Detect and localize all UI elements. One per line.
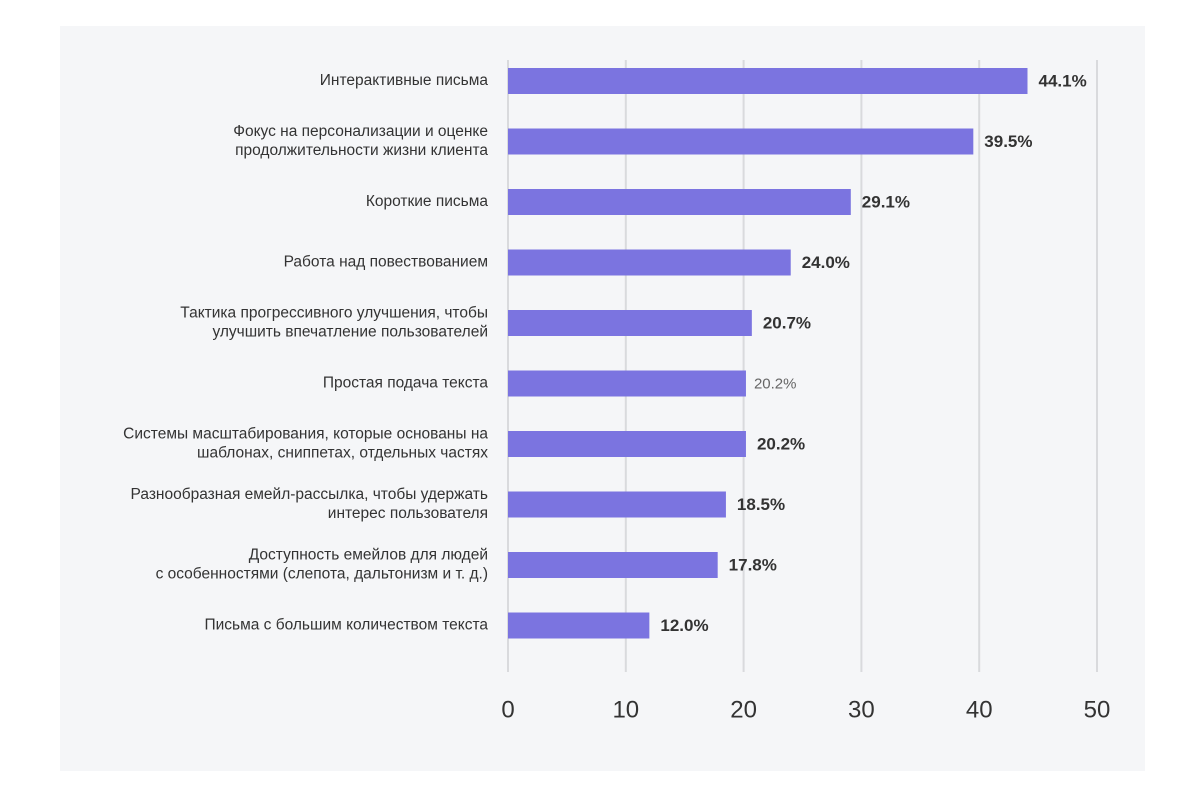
category-label: Короткие письма: [366, 193, 489, 210]
category-label: Разнообразная емейл-рассылка, чтобы удер…: [131, 486, 488, 503]
x-tick-label: 50: [1084, 696, 1111, 723]
category-label: Системы масштабирования, которые основан…: [123, 426, 488, 443]
value-label: 12.0%: [660, 616, 708, 635]
category-label: продолжительности жизни клиента: [235, 142, 488, 159]
bar: [508, 128, 974, 155]
value-label: 17.8%: [729, 555, 777, 574]
x-tick-label: 10: [612, 696, 639, 723]
bar: [508, 370, 746, 397]
category-label: улучшить впечатление пользователей: [212, 324, 488, 341]
value-label: 44.1%: [1038, 71, 1086, 90]
category-label: Письма с большим количеством текста: [204, 617, 488, 634]
bar: [508, 310, 752, 336]
bar: [508, 189, 851, 215]
category-label: интерес пользователя: [328, 505, 488, 522]
category-label: Простая подача текста: [323, 375, 489, 392]
category-label: Работа над повествованием: [284, 254, 488, 271]
category-label: шаблонах, сниппетах, отдельных частях: [197, 445, 488, 462]
category-label: Интерактивные письма: [320, 72, 489, 89]
value-label: 20.2%: [757, 434, 805, 453]
category-label: с особенностями (слепота, дальтонизм и т…: [156, 566, 488, 583]
value-label: 24.0%: [802, 253, 850, 272]
value-label: 20.2%: [754, 375, 797, 392]
value-label: 18.5%: [737, 495, 785, 514]
category-label: Фокус на персонализации и оценке: [233, 123, 488, 140]
x-tick-label: 20: [730, 696, 757, 723]
x-tick-label: 40: [966, 696, 993, 723]
bar: [508, 68, 1028, 94]
bar: [508, 612, 650, 639]
category-label: Доступность емейлов для людей: [249, 547, 488, 564]
category-label: Тактика прогрессивного улучшения, чтобы: [180, 305, 488, 322]
x-tick-label: 30: [848, 696, 875, 723]
bar: [508, 552, 718, 578]
value-label: 39.5%: [984, 132, 1032, 151]
value-label: 20.7%: [763, 313, 811, 332]
x-tick-label: 0: [501, 696, 514, 723]
bar: [508, 491, 726, 518]
bar: [508, 431, 746, 457]
bar: [508, 249, 791, 276]
value-label: 29.1%: [862, 192, 910, 211]
